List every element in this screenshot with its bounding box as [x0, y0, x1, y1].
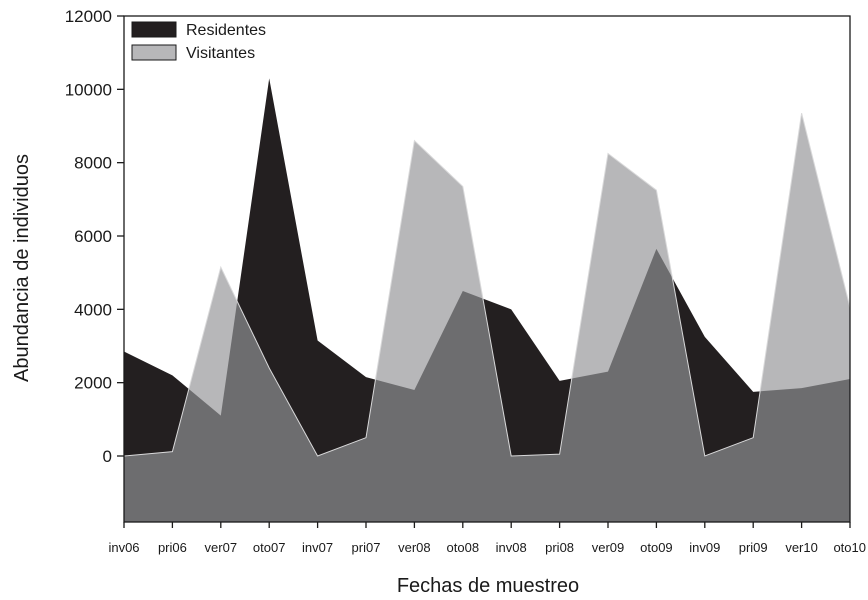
x-tick-label: oto10 — [833, 540, 866, 555]
x-tick-label: ver07 — [205, 540, 238, 555]
x-tick-label: inv06 — [108, 540, 139, 555]
y-tick-label: 6000 — [74, 227, 112, 246]
x-tick-label: oto08 — [447, 540, 480, 555]
x-tick-label: inv08 — [496, 540, 527, 555]
x-tick-label: pri07 — [352, 540, 381, 555]
x-tick-label: pri06 — [158, 540, 187, 555]
line-visitantes — [123, 113, 851, 457]
y-tick-label: 0 — [103, 447, 112, 466]
y-axis: 0 2000 4000 6000 8000 10000 12000 — [65, 7, 124, 466]
y-tick-label: 8000 — [74, 154, 112, 173]
y-tick-label: 12000 — [65, 7, 112, 26]
y-tick-label: 2000 — [74, 374, 112, 393]
legend-label-residentes: Residentes — [186, 22, 266, 39]
y-tick-label: 4000 — [74, 300, 112, 319]
x-tick-label: ver08 — [398, 540, 431, 555]
x-tick-label: inv07 — [302, 540, 333, 555]
x-axis: inv06 pri06 ver07 oto07 inv07 pri07 ver08 oto08… — [108, 522, 866, 555]
y-tick-label: 10000 — [65, 80, 112, 99]
chart-areas — [123, 78, 851, 523]
legend: Residentes Visitantes — [131, 21, 266, 62]
legend-swatch-residentes — [131, 21, 177, 38]
x-tick-label: pri08 — [545, 540, 574, 555]
plot-frame — [123, 15, 851, 523]
x-tick-label: oto07 — [253, 540, 286, 555]
x-tick-label: ver10 — [785, 540, 818, 555]
area-overlap — [124, 248, 850, 522]
x-axis-title: Fechas de muestreo — [397, 575, 579, 597]
x-tick-label: pri09 — [739, 540, 768, 555]
x-tick-label: inv09 — [689, 540, 720, 555]
x-tick-label: oto09 — [640, 540, 673, 555]
y-axis-title: Abundancia de individuos — [11, 154, 33, 382]
x-tick-label: ver09 — [592, 540, 625, 555]
legend-swatch-visitantes — [131, 44, 177, 61]
legend-label-visitantes: Visitantes — [186, 45, 255, 62]
